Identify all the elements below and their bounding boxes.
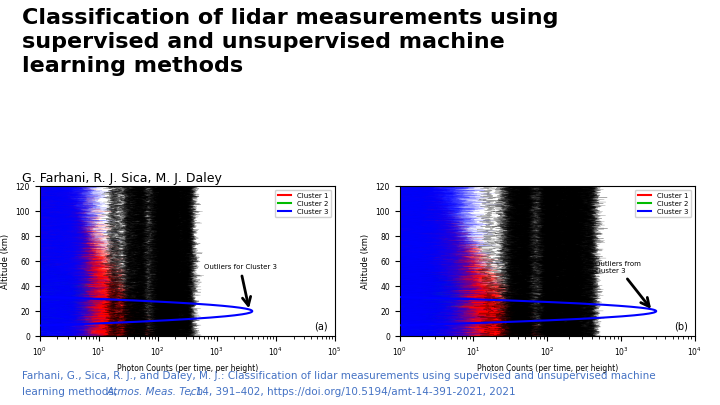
Text: Outliers from
cluster 3: Outliers from cluster 3	[595, 261, 649, 307]
Text: learning methods,: learning methods,	[22, 387, 120, 397]
Legend: Cluster 1, Cluster 2, Cluster 3: Cluster 1, Cluster 2, Cluster 3	[635, 190, 691, 217]
X-axis label: Photon Counts (per time, per height): Photon Counts (per time, per height)	[117, 364, 258, 373]
Legend: Cluster 1, Cluster 2, Cluster 3: Cluster 1, Cluster 2, Cluster 3	[275, 190, 331, 217]
Text: (b): (b)	[674, 322, 688, 332]
Text: , 14, 391–402, https://doi.org/10.5194/amt-14-391-2021, 2021: , 14, 391–402, https://doi.org/10.5194/a…	[189, 387, 516, 397]
Y-axis label: Altitude (km): Altitude (km)	[361, 234, 370, 289]
Text: G. Farhani, R. J. Sica, M. J. Daley: G. Farhani, R. J. Sica, M. J. Daley	[22, 172, 222, 185]
Text: Atmos. Meas. Tech.: Atmos. Meas. Tech.	[107, 387, 207, 397]
Text: Farhani, G., Sica, R. J., and Daley, M. J.: Classification of lidar measurements: Farhani, G., Sica, R. J., and Daley, M. …	[22, 371, 655, 381]
Text: Outliers for Cluster 3: Outliers for Cluster 3	[204, 264, 276, 305]
X-axis label: Photon Counts (per time, per height): Photon Counts (per time, per height)	[477, 364, 618, 373]
Text: Classification of lidar measurements using
supervised and unsupervised machine
l: Classification of lidar measurements usi…	[22, 8, 558, 76]
Text: (a): (a)	[314, 322, 328, 332]
Y-axis label: Altitude (km): Altitude (km)	[1, 234, 10, 289]
